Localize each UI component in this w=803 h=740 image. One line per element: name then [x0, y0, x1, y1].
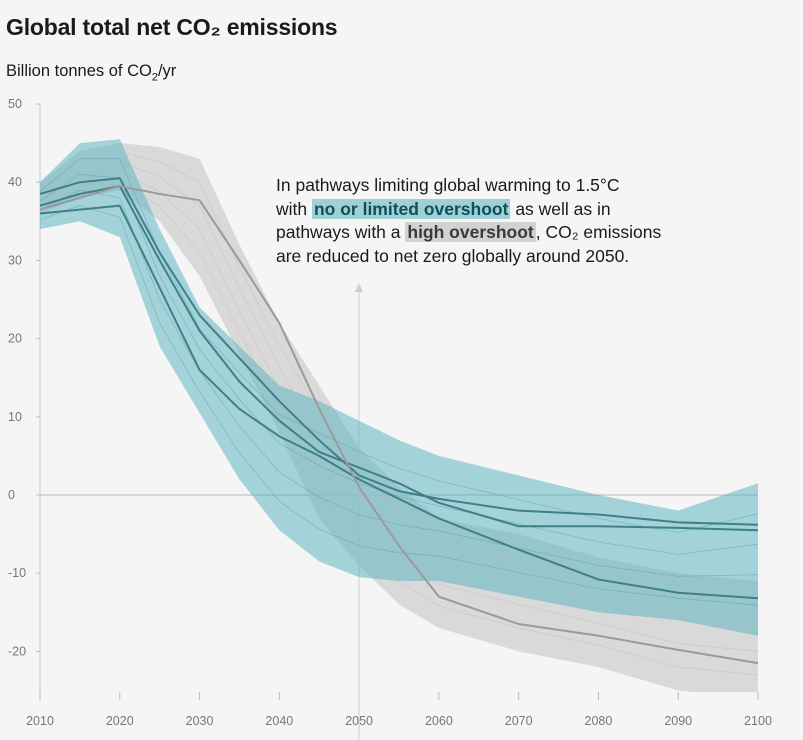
legend-high-overshoot: high overshoot: [405, 222, 536, 242]
x-tick-label: 2010: [26, 714, 54, 728]
faint-pathway-line: [40, 152, 759, 605]
y-tick-label: 0: [8, 488, 15, 502]
series-line-no-overshoot: [40, 177, 759, 526]
band-no-overshoot: [40, 139, 758, 636]
y-tick-label: -10: [8, 566, 26, 580]
annotation-line-3: pathways with a high overshoot, CO₂ emis…: [276, 221, 746, 245]
x-tick-label: 2060: [425, 714, 453, 728]
annotation-pointer-arrow: [355, 283, 363, 292]
unit-sub: 2: [151, 71, 158, 84]
unit-suffix: /yr: [157, 62, 177, 80]
faint-pathway-line: [40, 158, 759, 533]
annotation-line-1: In pathways limiting global warming to 1…: [276, 175, 620, 195]
x-tick-label: 2090: [664, 714, 692, 728]
y-tick-label: 10: [8, 410, 22, 424]
annotation-line-2-pre: with: [276, 198, 312, 219]
faint-pathway-line: [40, 161, 759, 629]
faint-pathway-line: [40, 205, 759, 606]
x-tick-label: 2100: [744, 714, 772, 728]
y-axis-unit: Billion tonnes of CO2/yr: [6, 62, 176, 83]
annotation-line-3-pre: pathways with a: [276, 222, 406, 242]
annotation-line-2: with no or limited overshoot as well as …: [276, 198, 746, 222]
x-tick-label: 2030: [186, 714, 214, 728]
x-tick-label: 2070: [505, 714, 533, 728]
x-tick-label: 2080: [585, 714, 613, 728]
plot-area: [40, 139, 759, 692]
y-tick-label: 40: [8, 175, 22, 189]
annotation-line-4: are reduced to net zero globally around …: [276, 245, 630, 266]
y-tick-label: 20: [8, 332, 22, 346]
series-line-no-overshoot: [40, 185, 759, 532]
annotation-line-3-post: , CO₂ emissions: [535, 222, 662, 242]
y-tick-label: -20: [8, 644, 26, 658]
legend-no-overshoot: no or limited overshoot: [311, 198, 511, 219]
y-tick-label: 30: [8, 253, 22, 267]
y-tick-label: 50: [8, 97, 22, 111]
x-tick-label: 2020: [106, 714, 134, 728]
annotation-line-2-post: as well as in: [510, 198, 611, 219]
chart-title: Global total net CO₂ emissions: [6, 14, 338, 40]
annotation: In pathways limiting global warming to 1…: [276, 174, 746, 268]
series-line-high-overshoot: [40, 185, 759, 665]
unit-prefix: Billion tonnes of CO: [6, 62, 152, 80]
series-line-no-overshoot: [40, 204, 759, 600]
x-tick-label: 2040: [265, 714, 293, 728]
